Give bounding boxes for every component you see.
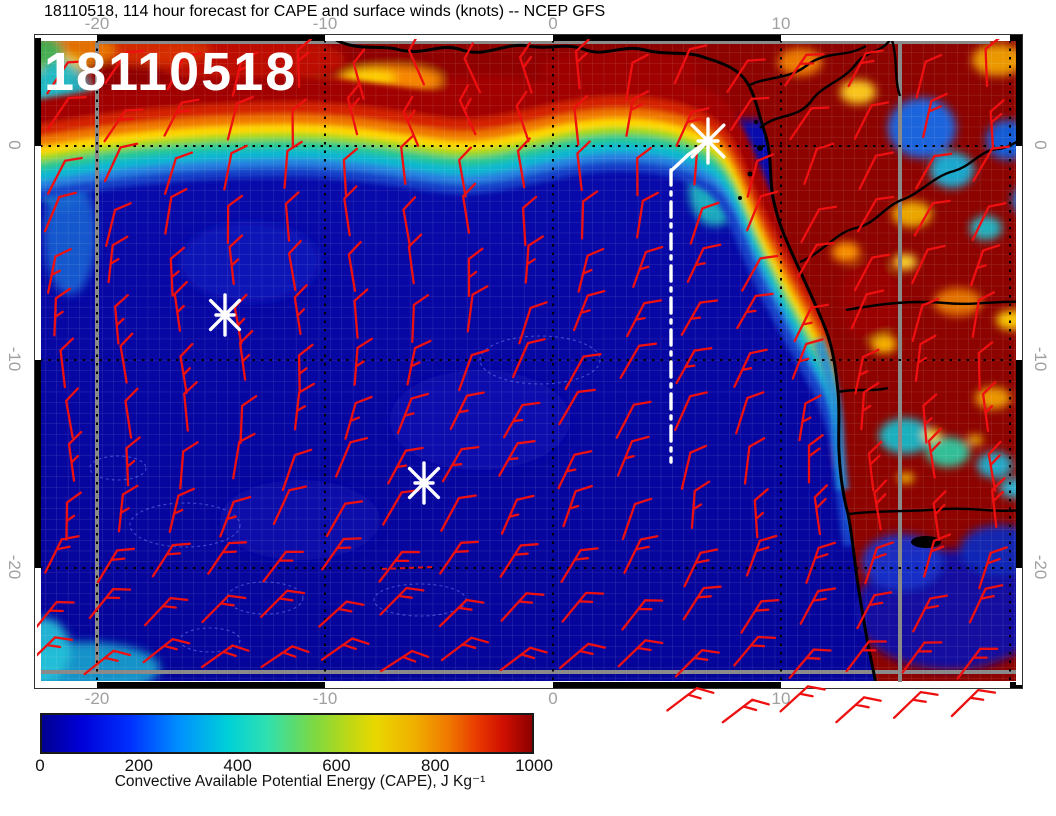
flight-track-overlay xyxy=(208,117,726,505)
waypoint-star-1 xyxy=(690,117,726,165)
lon-tick-bottom: 0 xyxy=(548,689,558,708)
colorbar xyxy=(40,713,534,754)
lon-tick-bottom: 10 xyxy=(771,689,791,708)
graticule xyxy=(40,40,1020,684)
figure-title: 18110518, 114 hour forecast for CAPE and… xyxy=(44,3,606,20)
colorbar-caption: Convective Available Potential Energy (C… xyxy=(114,773,486,790)
run-id-overlay: 18110518 xyxy=(44,42,297,102)
wind-barbs xyxy=(37,39,1011,724)
colorbar-tick-label: 200 xyxy=(124,756,153,775)
map-frame xyxy=(34,34,1023,689)
lon-tick-bottom: -10 xyxy=(312,689,338,708)
waypoint-star-3 xyxy=(407,461,441,505)
colorbar-tick-label: 1000 xyxy=(515,756,553,775)
lon-tick-top: -10 xyxy=(312,14,338,33)
lon-tick-bottom: -20 xyxy=(84,689,110,708)
lon-tick-top: 10 xyxy=(771,14,791,33)
cape-wind-map: 18110518 xyxy=(34,34,1023,724)
colorbar-tick-label: 800 xyxy=(421,756,450,775)
colorbar-tick-label: 400 xyxy=(223,756,252,775)
colorbar-tick-label: 600 xyxy=(322,756,351,775)
waypoint-star-2 xyxy=(208,293,242,337)
lon-tick-top: 0 xyxy=(548,14,558,33)
lon-tick-top: -20 xyxy=(84,14,110,33)
colorbar-tick-label: 0 xyxy=(35,756,45,775)
